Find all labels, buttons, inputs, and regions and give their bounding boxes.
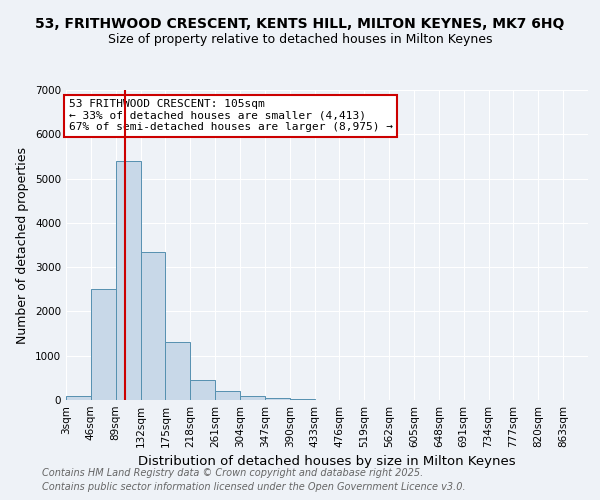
Text: Size of property relative to detached houses in Milton Keynes: Size of property relative to detached ho… — [108, 32, 492, 46]
Bar — [116, 161, 140, 400]
Text: Contains HM Land Registry data © Crown copyright and database right 2025.: Contains HM Land Registry data © Crown c… — [42, 468, 423, 477]
Bar — [140, 252, 166, 400]
Bar — [66, 396, 91, 400]
Bar — [91, 290, 116, 400]
Bar — [166, 342, 190, 400]
Text: Contains public sector information licensed under the Open Government Licence v3: Contains public sector information licen… — [42, 482, 466, 492]
Y-axis label: Number of detached properties: Number of detached properties — [16, 146, 29, 344]
Bar — [265, 398, 290, 400]
Bar — [240, 396, 265, 400]
Bar — [190, 380, 215, 400]
Text: 53, FRITHWOOD CRESCENT, KENTS HILL, MILTON KEYNES, MK7 6HQ: 53, FRITHWOOD CRESCENT, KENTS HILL, MILT… — [35, 18, 565, 32]
Bar — [215, 391, 240, 400]
X-axis label: Distribution of detached houses by size in Milton Keynes: Distribution of detached houses by size … — [138, 456, 516, 468]
Bar — [290, 398, 314, 400]
Text: 53 FRITHWOOD CRESCENT: 105sqm
← 33% of detached houses are smaller (4,413)
67% o: 53 FRITHWOOD CRESCENT: 105sqm ← 33% of d… — [68, 100, 392, 132]
